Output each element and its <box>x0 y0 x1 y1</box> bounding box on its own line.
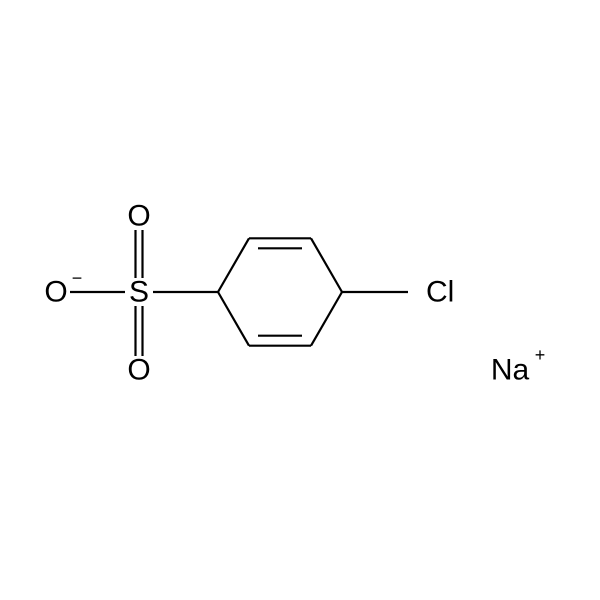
charge-plus: + <box>535 345 546 365</box>
charge-minus: − <box>72 268 83 288</box>
atom-Cl: Cl <box>426 276 454 309</box>
ion-Na: Na <box>491 354 530 387</box>
molecule-diagram: SOOO−ClNa+ <box>0 0 600 600</box>
atom-O-top: O <box>127 200 150 233</box>
atom-O-minus: O <box>44 276 67 309</box>
atom-O-bottom: O <box>127 354 150 387</box>
atom-S: S <box>129 276 149 309</box>
